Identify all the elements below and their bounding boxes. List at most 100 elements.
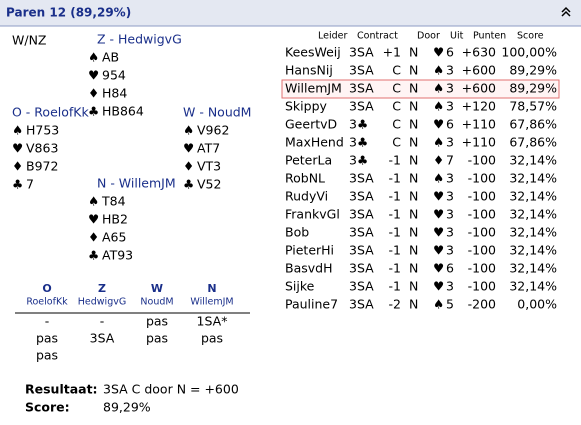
header-title: Paren 12 (89,29%) — [6, 6, 131, 20]
chevron — [561, 10, 571, 17]
suit-symbol: ♠ — [12, 123, 23, 138]
score: 89,29% — [509, 81, 557, 96]
points: +600 — [462, 63, 496, 78]
contract: 3SA — [349, 243, 374, 258]
cards: H753 — [26, 123, 59, 138]
points: -100 — [468, 189, 496, 204]
suit-symbol: ♣ — [12, 177, 23, 192]
score: 100,00% — [501, 45, 557, 60]
lead-card: 3 — [446, 135, 454, 150]
score: 32,14% — [509, 207, 557, 222]
declarer: N — [409, 117, 418, 132]
lead-card: 3 — [446, 99, 454, 114]
suit-symbol: ♥ — [88, 68, 99, 83]
lead-card: 3 — [446, 63, 454, 78]
lead-card: 3 — [446, 81, 454, 96]
contract: 3SA — [349, 171, 374, 186]
lead-suit: ♥ — [433, 243, 444, 258]
cards: 7 — [26, 177, 34, 192]
points: +110 — [462, 117, 496, 132]
declarer: N — [409, 279, 418, 294]
declarer: N — [409, 171, 418, 186]
cards: VT3 — [197, 159, 221, 174]
contract: 3SA — [349, 99, 374, 114]
contract: 3♣ — [349, 153, 368, 168]
hand-name: O - RoelofKk — [12, 105, 89, 120]
score: 32,14% — [509, 171, 557, 186]
points: +600 — [462, 81, 496, 96]
suit-symbol: ♣ — [88, 104, 99, 119]
contract: 3SA — [349, 261, 374, 276]
seat: N — [207, 282, 216, 295]
bid: 1SA* — [197, 314, 228, 329]
highlight-row — [281, 79, 560, 99]
collapse-icon[interactable] — [561, 6, 571, 17]
cards: AB — [102, 50, 119, 65]
player: RoelofKk — [26, 297, 68, 308]
hand-name: W - NoudM — [183, 105, 251, 120]
result: -1 — [389, 171, 401, 186]
lead-suit: ♠ — [433, 99, 444, 114]
leader: MaxHend — [285, 135, 344, 150]
bid: pas — [36, 331, 58, 346]
cards: T84 — [101, 194, 126, 209]
contract: 3SA — [349, 63, 374, 78]
result: C — [392, 99, 401, 114]
result-label: Resultaat: — [25, 382, 98, 397]
score: 0,00% — [517, 297, 557, 312]
seat: O — [42, 282, 51, 295]
contract: 3♣ — [349, 135, 368, 150]
bid: 3SA — [90, 331, 115, 346]
bid: - — [100, 314, 105, 329]
cards: A65 — [102, 230, 126, 245]
column-header: Door — [417, 31, 440, 42]
lead-card: 6 — [446, 261, 454, 276]
cards: B972 — [26, 159, 58, 174]
declarer: N — [409, 261, 418, 276]
suit-symbol: ♣ — [88, 248, 99, 263]
lead-card: 3 — [446, 171, 454, 186]
lead-suit: ♠ — [433, 297, 444, 312]
score: 89,29% — [509, 63, 557, 78]
bid: pas — [36, 348, 58, 363]
column-header: Contract — [357, 31, 398, 42]
result-value: 3SA C door N = +600 — [103, 382, 239, 397]
lead-suit: ♠ — [433, 135, 444, 150]
leader: HansNij — [285, 63, 333, 78]
suit-symbol: ♠ — [88, 50, 99, 65]
column-header: Score — [517, 31, 544, 42]
leader: Sijke — [285, 279, 315, 294]
leader: PeterLa — [285, 153, 332, 168]
declarer: N — [409, 81, 418, 96]
score: 32,14% — [509, 243, 557, 258]
leader: RudyVi — [285, 189, 328, 204]
cards: AT7 — [197, 141, 220, 156]
leader: BasvdH — [285, 261, 332, 276]
contract: 3SA — [349, 45, 374, 60]
leader: Pauline7 — [285, 297, 338, 312]
cards: V52 — [197, 177, 221, 192]
score: 32,14% — [509, 153, 557, 168]
score: 32,14% — [509, 189, 557, 204]
lead-suit: ♦ — [433, 153, 444, 168]
suit-symbol: ♣ — [183, 177, 194, 192]
lead-suit: ♠ — [433, 63, 444, 78]
lead-card: 3 — [446, 189, 454, 204]
points: +120 — [462, 99, 496, 114]
result: C — [392, 135, 401, 150]
column-header: Punten — [473, 31, 506, 42]
contract: 3SA — [349, 189, 374, 204]
leader: Bob — [285, 225, 309, 240]
result: +1 — [383, 45, 401, 60]
cards: V962 — [197, 123, 229, 138]
suit-symbol: ♦ — [183, 159, 194, 174]
suit-symbol: ♥ — [183, 141, 194, 156]
contract: 3SA — [349, 81, 374, 96]
score-label: Score: — [25, 400, 70, 415]
lead-card: 7 — [446, 153, 454, 168]
leader: Skippy — [285, 99, 328, 114]
points: -100 — [468, 261, 496, 276]
result: -1 — [389, 225, 401, 240]
lead-card: 5 — [446, 297, 454, 312]
points: -200 — [468, 297, 496, 312]
